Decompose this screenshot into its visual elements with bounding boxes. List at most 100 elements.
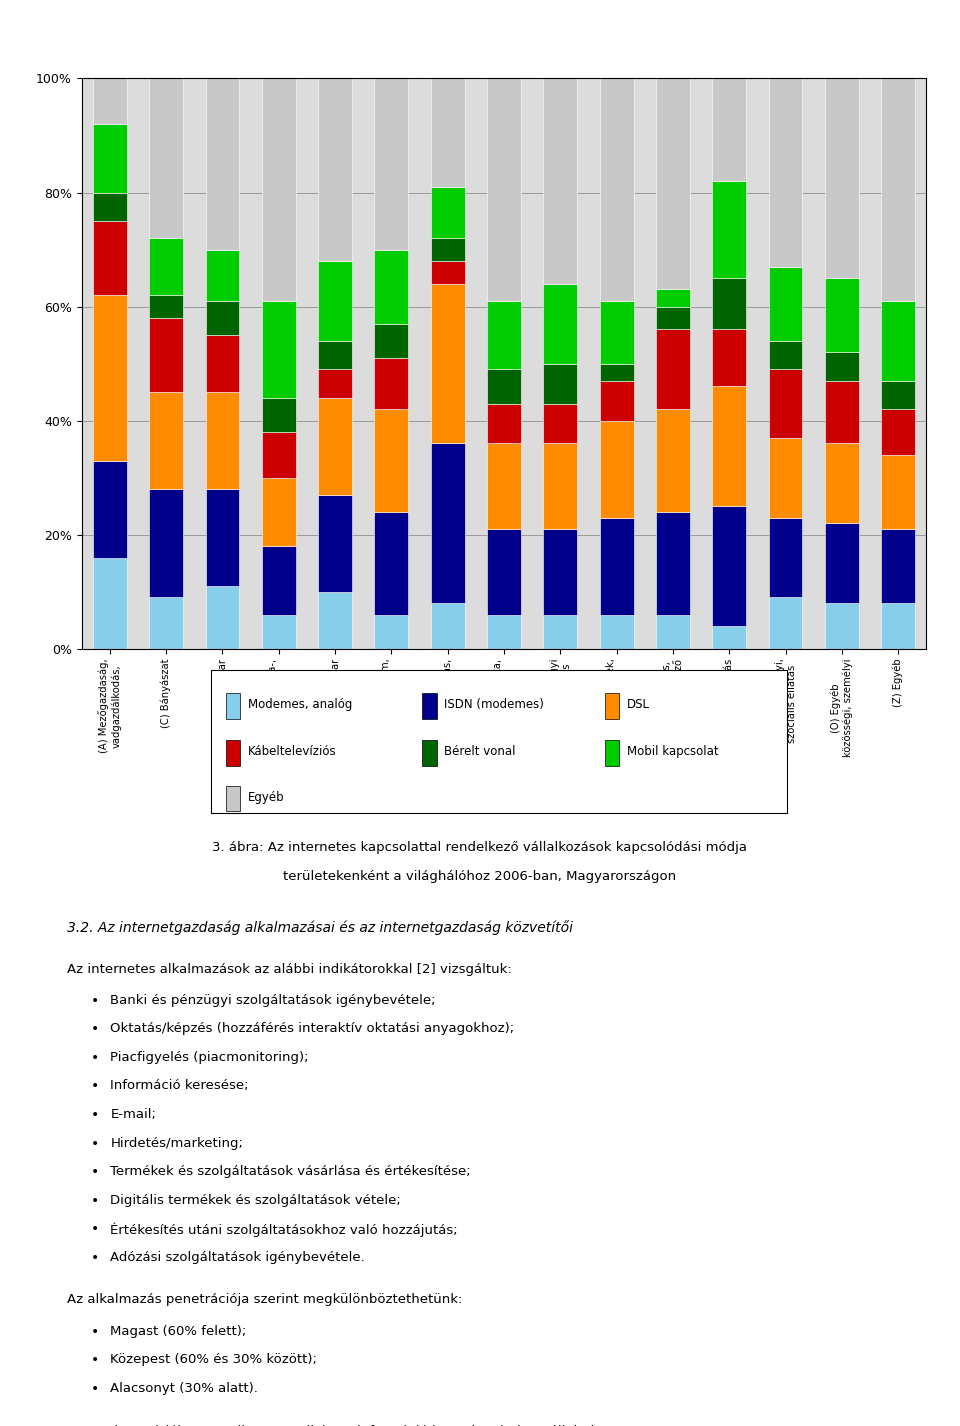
Text: 3.2. Az internetgazdaság alkalmazásai és az internetgazdaság közvetítői: 3.2. Az internetgazdaság alkalmazásai és… bbox=[67, 920, 573, 934]
Text: Termékek és szolgáltatások vásárlása és értékesítése;: Termékek és szolgáltatások vásárlása és … bbox=[110, 1165, 471, 1178]
Bar bbox=[431, 443, 465, 603]
Text: •: • bbox=[91, 1325, 100, 1339]
Text: Közepest (60% és 30% között);: Közepest (60% és 30% között); bbox=[110, 1353, 317, 1366]
Bar bbox=[431, 284, 465, 443]
Bar bbox=[769, 267, 803, 341]
Bar bbox=[262, 398, 296, 432]
Text: •: • bbox=[91, 1165, 100, 1179]
Bar bbox=[487, 404, 521, 443]
Text: •: • bbox=[91, 1382, 100, 1396]
Bar bbox=[769, 341, 803, 369]
Bar bbox=[318, 592, 352, 649]
Bar bbox=[543, 284, 577, 364]
Text: Az alkalmazás penetrációja szerint megkülönböztethetünk:: Az alkalmazás penetrációja szerint megkü… bbox=[67, 1293, 463, 1306]
Bar bbox=[374, 358, 408, 409]
Bar bbox=[318, 398, 352, 495]
Text: Modemes, analóg: Modemes, analóg bbox=[248, 697, 352, 712]
Text: •: • bbox=[91, 1251, 100, 1265]
Text: Digitális termékek és szolgáltatások vétele;: Digitális termékek és szolgáltatások vét… bbox=[110, 1194, 401, 1206]
Text: •: • bbox=[91, 1022, 100, 1037]
Bar bbox=[656, 289, 690, 307]
Bar bbox=[656, 615, 690, 649]
Bar bbox=[600, 615, 634, 649]
Bar bbox=[374, 512, 408, 615]
Bar bbox=[374, 78, 408, 250]
Bar bbox=[205, 78, 239, 250]
Text: •: • bbox=[91, 1079, 100, 1094]
Text: Hirdetés/marketing;: Hirdetés/marketing; bbox=[110, 1137, 243, 1149]
Bar bbox=[93, 461, 127, 558]
Text: •: • bbox=[91, 994, 100, 1008]
Bar bbox=[712, 506, 746, 626]
Bar bbox=[881, 529, 915, 603]
Bar bbox=[769, 369, 803, 438]
Bar bbox=[205, 250, 239, 301]
Bar bbox=[600, 364, 634, 381]
Bar bbox=[712, 278, 746, 329]
Bar bbox=[149, 489, 183, 597]
Bar bbox=[487, 529, 521, 615]
Bar bbox=[656, 329, 690, 409]
Bar bbox=[656, 307, 690, 329]
Bar bbox=[205, 586, 239, 649]
Text: területekenként a világhálóhoz 2006-ban, Magyarországon: területekenként a világhálóhoz 2006-ban,… bbox=[283, 870, 677, 883]
Bar bbox=[543, 364, 577, 404]
Bar bbox=[825, 352, 859, 381]
Bar bbox=[600, 421, 634, 518]
Bar bbox=[487, 615, 521, 649]
Bar bbox=[712, 626, 746, 649]
Bar bbox=[262, 478, 296, 546]
Text: Oktatás/képzés (hozzáférés interaktív oktatási anyagokhoz);: Oktatás/képzés (hozzáférés interaktív ok… bbox=[110, 1022, 515, 1035]
Bar bbox=[543, 78, 577, 284]
Bar bbox=[93, 295, 127, 461]
Text: Alacsonyt (30% alatt).: Alacsonyt (30% alatt). bbox=[110, 1382, 258, 1395]
Bar bbox=[93, 221, 127, 295]
Bar bbox=[205, 489, 239, 586]
Text: Piacfigyelés (piacmonitoring);: Piacfigyelés (piacmonitoring); bbox=[110, 1051, 309, 1064]
Bar bbox=[149, 78, 183, 238]
Bar bbox=[431, 261, 465, 284]
Bar bbox=[769, 438, 803, 518]
Text: DSL: DSL bbox=[627, 697, 650, 712]
Text: ISDN (modemes): ISDN (modemes) bbox=[444, 697, 544, 712]
Bar bbox=[93, 124, 127, 193]
Text: Adózási szolgáltatások igénybevétele.: Adózási szolgáltatások igénybevétele. bbox=[110, 1251, 365, 1263]
Bar bbox=[543, 615, 577, 649]
Bar bbox=[205, 301, 239, 335]
Bar bbox=[487, 369, 521, 404]
Bar bbox=[600, 518, 634, 615]
Bar bbox=[93, 193, 127, 221]
Bar bbox=[205, 335, 239, 392]
Text: •: • bbox=[91, 1353, 100, 1368]
Bar bbox=[318, 341, 352, 369]
Bar bbox=[262, 546, 296, 615]
Bar bbox=[769, 78, 803, 267]
Text: •: • bbox=[91, 1222, 100, 1236]
Bar bbox=[543, 404, 577, 443]
Bar bbox=[487, 301, 521, 369]
Text: •: • bbox=[91, 1194, 100, 1208]
Bar bbox=[600, 381, 634, 421]
Bar bbox=[149, 295, 183, 318]
Bar bbox=[543, 529, 577, 615]
Text: 3. ábra: Az internetes kapcsolattal rendelkező vállalkozások kapcsolódási módja: 3. ábra: Az internetes kapcsolattal rend… bbox=[212, 841, 748, 854]
Bar bbox=[881, 409, 915, 455]
Bar bbox=[431, 238, 465, 261]
Text: Mobil kapcsolat: Mobil kapcsolat bbox=[627, 744, 718, 759]
Bar bbox=[149, 392, 183, 489]
Bar bbox=[825, 78, 859, 278]
Bar bbox=[431, 603, 465, 649]
Bar bbox=[487, 443, 521, 529]
Bar bbox=[600, 301, 634, 364]
Bar bbox=[318, 78, 352, 261]
Text: Magast (60% felett);: Magast (60% felett); bbox=[110, 1325, 247, 1338]
Bar bbox=[318, 261, 352, 341]
Text: Kábeltelevíziós: Kábeltelevíziós bbox=[248, 744, 336, 759]
Bar bbox=[431, 78, 465, 187]
Bar bbox=[262, 615, 296, 649]
Bar bbox=[262, 78, 296, 301]
Bar bbox=[262, 432, 296, 478]
Bar bbox=[149, 318, 183, 392]
Bar bbox=[769, 518, 803, 597]
Bar bbox=[374, 324, 408, 358]
